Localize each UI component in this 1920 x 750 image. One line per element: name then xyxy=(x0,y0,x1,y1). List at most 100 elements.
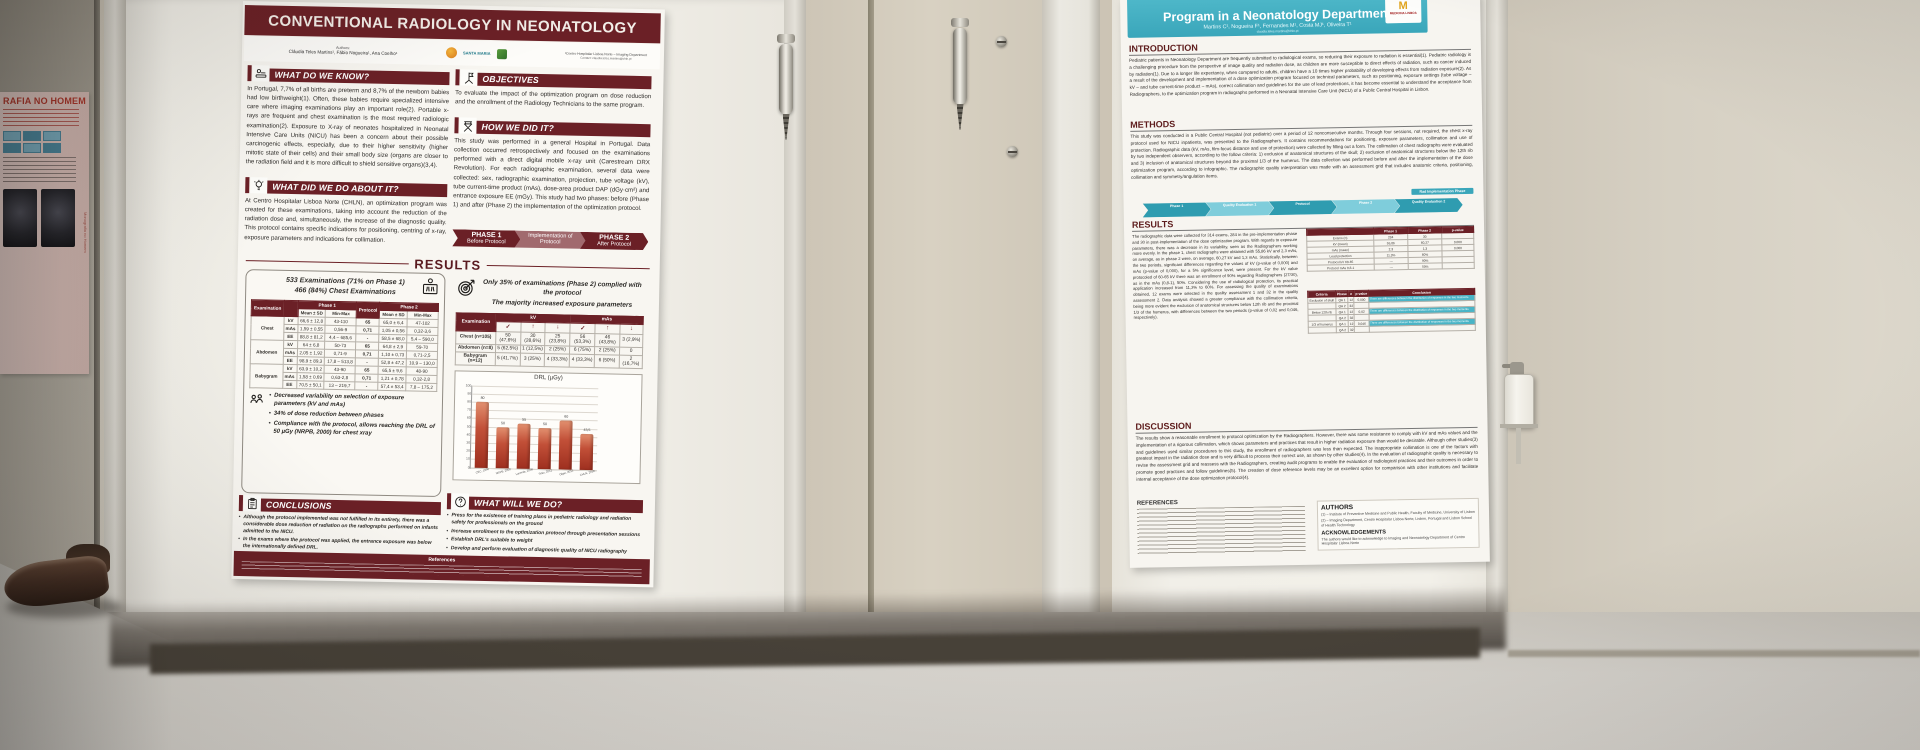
gridline xyxy=(471,418,598,422)
xray-scan-icon xyxy=(422,278,438,295)
results-table-panel: 533 Examinations (71% on Phase 1) 466 (8… xyxy=(241,269,446,498)
table-cell: kV xyxy=(282,364,297,373)
table-cell: mAs xyxy=(282,348,298,357)
bar-value-label: 43,5 xyxy=(583,427,591,433)
side-poster-fragment: RAFIA NO HOMEM Monografia no Homem xyxy=(0,92,89,374)
drl-bar-chart: DRL (µGy) 0 10 20 30 40 50 60 70 80 90 100 80 CEC, 1… xyxy=(452,370,643,484)
y-axis-label: 40 xyxy=(466,432,471,437)
brown-shoe xyxy=(1,544,128,630)
side-poster-flow-diagram xyxy=(3,131,69,153)
bar-value-label: 50 xyxy=(543,421,548,426)
table-cell: EE xyxy=(282,380,297,389)
y-axis-label: 0 xyxy=(467,465,470,470)
conclusions-bullets: • Although the protocol implemented was n… xyxy=(238,514,441,554)
board-side-strip xyxy=(1042,0,1100,648)
contact: claudia.teles.martins@chln.pt xyxy=(1256,28,1299,34)
team-icon xyxy=(250,394,263,404)
section-body: At Centro Hospitalar Lisboa Norte (CHLN)… xyxy=(244,197,448,244)
section-what-did-we-do: WHAT DID WE DO ABOUT IT? At Centro Hospi… xyxy=(244,177,448,246)
wall-seam xyxy=(94,0,100,660)
section-body: This study was conducted in a Public Cen… xyxy=(1130,127,1474,180)
table-cell: EE xyxy=(282,356,297,365)
dispenser-bracket xyxy=(1500,424,1538,428)
y-axis-label: 100 xyxy=(465,383,472,388)
table-cell: Abdomen xyxy=(250,340,284,365)
table-cell: 4 (33,3%) xyxy=(544,353,570,367)
section-tab xyxy=(446,493,452,510)
section-tab xyxy=(454,117,459,134)
table-cell: ↑ xyxy=(595,323,621,334)
table-cell: mAs xyxy=(283,324,298,333)
results-highlight: Only 35% of examinations (Phase 2) compl… xyxy=(483,278,642,297)
phase-chevron: Implementation of Protocol xyxy=(514,230,586,249)
section-objectives: OBJECTIVES To evaluate the impact of the… xyxy=(455,69,652,110)
table-cell xyxy=(1369,324,1476,333)
y-axis-label: 90 xyxy=(467,391,472,396)
section-tab xyxy=(247,65,252,82)
table-cell: 7,8 – 175,2 xyxy=(405,383,437,392)
future-bullets: • Press for the existence of training pla… xyxy=(446,512,643,556)
table-cell: Examination xyxy=(455,312,496,332)
section-what-will-we-do: WHAT WILL WE DO? • Press for the existenc… xyxy=(446,493,644,558)
table-cell: ✓ xyxy=(495,321,521,332)
side-poster-xray-images xyxy=(3,189,86,247)
table-cell: kV xyxy=(283,340,298,349)
side-poster-text-lines xyxy=(3,157,77,183)
screw-icon xyxy=(996,36,1007,47)
poster-conventional-radiology: CONVENTIONAL RADIOLOGY IN NEONATOLOGY Au… xyxy=(231,1,665,588)
bullet-item: • Press for the existence of training pla… xyxy=(446,512,632,527)
section-conclusions: CONCLUSIONS • Although the protocol imple… xyxy=(238,495,441,556)
results-body: The radiographic data were collected for… xyxy=(1132,230,1299,321)
right-wall xyxy=(1508,0,1920,680)
methods-phase-chevron: Phase 2 xyxy=(1332,199,1400,214)
santa-maria-logo-text: SANTA MARIA xyxy=(462,50,491,56)
section-title: WHAT DID WE DO ABOUT IT? xyxy=(267,180,448,198)
section-title: WHAT WILL WE DO? xyxy=(468,496,644,514)
bar-CHLN, 2018: 43,5 CHLN, 2018 xyxy=(579,428,595,477)
section-how-we-did-it: HOW WE DID IT? This study was performed … xyxy=(453,117,651,213)
section-tab xyxy=(455,69,460,86)
poster-title: Program in a Neonatology Department xyxy=(1162,6,1392,25)
poster-title-banner: Program in a Neonatology Department Mart… xyxy=(1126,0,1428,38)
target-icon xyxy=(458,279,475,296)
table-cell: kV xyxy=(283,316,298,325)
section-title: CONCLUSIONS xyxy=(260,498,441,516)
table-cell: 50% xyxy=(1408,262,1443,270)
bar-CEC, 1996: 80 CEC, 1996 xyxy=(474,396,489,474)
section-body: Pediatric patients in Neonatology Depart… xyxy=(1129,51,1472,97)
section-body: In Portugal, 7,7% of all births are pret… xyxy=(245,85,450,170)
phase-banner: Rad Implementation Phase xyxy=(1411,187,1474,195)
bar-NRPB, 2000: 50 NRPB, 2000 xyxy=(495,421,511,475)
bar-value-label: 50 xyxy=(501,420,506,426)
section-body: The results show a reasonable enrollment… xyxy=(1135,429,1479,482)
panel-hinge xyxy=(951,18,969,130)
gridline xyxy=(471,442,598,446)
green-logo-icon xyxy=(496,48,507,59)
bullet-item: • Although the protocol implemented was n… xyxy=(238,514,439,535)
table-cell: Protocol xyxy=(356,302,380,319)
section-title: WHAT DO WE KNOW? xyxy=(269,68,450,86)
results-quality-table: Criteria Phase n p-value Conclusion Exclusion… xyxy=(1307,288,1476,334)
table-cell: 50 (47,6%) xyxy=(495,331,521,345)
section-title: OBJECTIVES xyxy=(477,72,652,90)
section-tab xyxy=(245,177,250,194)
bullet-item: • Develop and perform evaluation of diagn… xyxy=(445,545,627,555)
section-body: This study was performed in a general Ho… xyxy=(452,137,651,213)
phase-chevron: PHASE 2 After Protocol xyxy=(580,232,649,251)
table-cell xyxy=(283,300,299,317)
bullet-item: • Decreased variability on selection of e… xyxy=(269,392,405,409)
board-frame-edge xyxy=(1486,0,1508,642)
bar-Tirão, 2012: 50 Tirão, 2012 xyxy=(537,422,553,476)
table-cell: 57,4 ± 53,4 xyxy=(378,382,407,392)
director-chair-icon xyxy=(459,117,477,134)
table-cell: EE xyxy=(283,332,298,341)
bar-Olgar, 2013: 60 Olgar, 2013 xyxy=(558,414,574,476)
table-cell: — xyxy=(1374,263,1409,271)
phase-chevron: PHASE 1 Before Protocol xyxy=(452,229,521,248)
santa-maria-logo-icon xyxy=(445,47,458,59)
table-cell: ↓ xyxy=(545,322,571,333)
gridline xyxy=(472,393,599,397)
table-cell: 30 (28,6%) xyxy=(520,331,546,346)
table-cell: Protocol mAs 0,8-1 xyxy=(1307,264,1375,272)
